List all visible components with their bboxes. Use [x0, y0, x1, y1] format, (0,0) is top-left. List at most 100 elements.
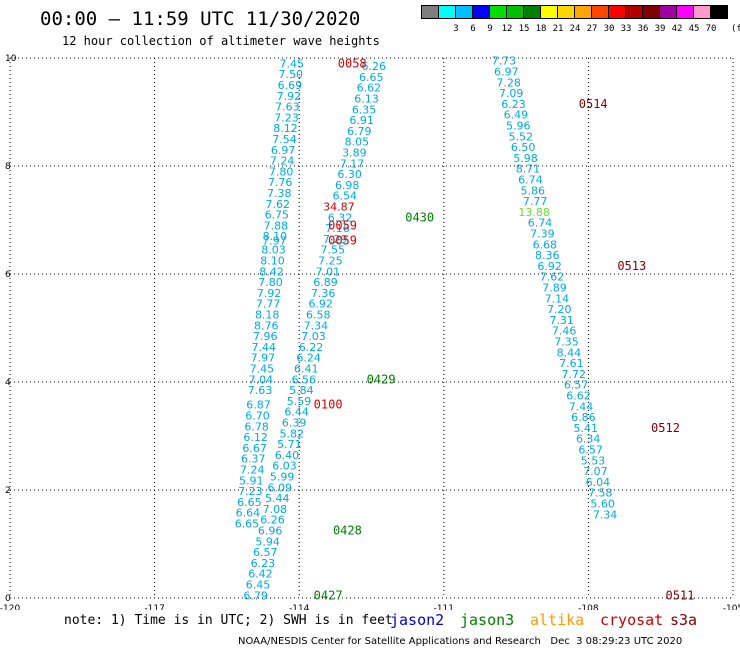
swh-value-label: 7.34	[304, 319, 329, 332]
pass-time-label: 0513	[617, 259, 646, 273]
x-tick-label: -111	[434, 604, 454, 610]
swh-value-label: 3.89	[342, 147, 367, 160]
colorbar-label: 39	[654, 24, 666, 34]
colorbar-label: 70	[705, 24, 717, 34]
swh-value-label: 5.52	[508, 130, 533, 143]
swh-value-label: 6.03	[272, 460, 297, 473]
swh-value-label: 7.54	[272, 133, 297, 146]
pass-time-label: 0428	[333, 524, 362, 538]
swh-value-label: 6.91	[349, 114, 374, 127]
swh-value-label: 7.96	[253, 330, 278, 343]
swh-value-label: 6.97	[271, 144, 296, 157]
swh-value-label: 7.31	[549, 314, 574, 327]
satellite-cryosat: cryosat	[600, 611, 664, 629]
swh-value-label: 6.78	[244, 420, 269, 433]
swh-value-label: 7.09	[499, 87, 524, 100]
y-tick-label: 4	[5, 378, 11, 388]
swh-value-label: 7.58	[588, 487, 613, 500]
colorbar-label: 33	[620, 24, 632, 34]
swh-value-label: 7.38	[267, 187, 292, 200]
swh-value-label: 7.35	[554, 336, 579, 349]
swh-value-label: 5.96	[506, 120, 531, 133]
swh-value-label: 6.65	[359, 71, 384, 84]
swh-value-label: 7.07	[583, 465, 608, 478]
swh-value-label: 5.71	[277, 438, 302, 451]
swh-value-label: 6.79	[243, 589, 268, 602]
swh-value-label: 7.03	[301, 330, 326, 343]
swh-value-label: 6.92	[537, 260, 562, 273]
satellite-altika: altika	[530, 611, 585, 629]
pass-time-label: 0100	[314, 398, 343, 412]
swh-value-label: 5.84	[289, 384, 314, 397]
swh-value-label: 7.63	[248, 384, 273, 397]
swh-value-label: 13.88	[518, 206, 550, 219]
swh-value-label: 5.41	[574, 422, 599, 435]
x-tick-label: -117	[144, 604, 164, 610]
wave-height-plot: -120-117-114-111-108-10502468107.457.506…	[0, 54, 740, 610]
swh-value-label: 7.97	[262, 235, 287, 248]
swh-value-label: 6.41	[294, 363, 319, 376]
swh-value-label: 6.97	[494, 66, 519, 79]
swh-value-label: 6.65	[237, 496, 262, 509]
colorbar-label: 18	[535, 24, 547, 34]
swh-value-label: 7.24	[240, 463, 265, 476]
swh-value-label: 6.26	[361, 60, 386, 73]
swh-value-label: 7.36	[311, 287, 336, 300]
swh-value-label: 6.65	[235, 517, 260, 530]
swh-value-label: 8.12	[273, 122, 298, 135]
swh-value-label: 7.01	[316, 265, 341, 278]
swh-value-label: 8.71	[516, 163, 541, 176]
swh-value-label: 7.50	[279, 68, 304, 81]
x-tick-label: -114	[289, 604, 310, 610]
colorbar-label: 15	[518, 24, 530, 34]
swh-value-label: 7.29	[323, 233, 348, 246]
swh-value-label: 6.45	[246, 579, 271, 592]
swh-value-label: 6.56	[292, 373, 317, 386]
colorbar-unit: (ft)	[731, 24, 740, 34]
swh-value-label: 8.42	[259, 265, 284, 278]
swh-value-label: 6.57	[253, 546, 278, 559]
swh-value-label: 8.03	[261, 244, 286, 257]
swh-value-label: 6.57	[564, 379, 589, 392]
swh-value-label: 7.08	[263, 503, 288, 516]
swh-value-label: 7.62	[540, 271, 565, 284]
swh-value-label: 5.98	[513, 152, 538, 165]
swh-value-label: 5.99	[270, 471, 295, 484]
swh-value-label: 6.58	[306, 309, 331, 322]
satellite-jason2: jason2	[390, 611, 445, 629]
swh-value-label: 7.44	[252, 341, 277, 354]
swh-value-label: 6.62	[357, 82, 382, 95]
swh-value-label: 6.98	[335, 179, 360, 192]
swh-value-label: 5.44	[265, 492, 290, 505]
colorbar-label: 45	[688, 24, 700, 34]
swh-value-label: 7.45	[250, 363, 275, 376]
swh-value-label: 6.50	[511, 141, 536, 154]
swh-value-label: 6.32	[328, 211, 353, 224]
swh-value-label: 5.94	[255, 535, 280, 548]
pass-time-label: 0429	[367, 372, 396, 386]
swh-value-label: 7.76	[268, 176, 293, 189]
swh-value-label: 7.63	[275, 101, 300, 114]
swh-value-label: 6.74	[528, 217, 553, 230]
swh-value-label: 6.12	[243, 431, 268, 444]
swh-value-label: 7.62	[266, 198, 291, 211]
swh-value-label: 7.89	[542, 282, 567, 295]
swh-value-label: 7.77	[256, 298, 281, 311]
swh-value-label: 7.46	[552, 325, 577, 338]
swh-value-label: 6.89	[313, 276, 338, 289]
colorbar-label: 21	[552, 24, 564, 34]
swh-value-label: 6.64	[236, 507, 261, 520]
pass-time-label: 0430	[405, 210, 434, 224]
swh-value-label: 5.91	[239, 474, 264, 487]
swh-value-label: 7.39	[530, 228, 555, 241]
colorbar-swatch	[710, 5, 728, 19]
swh-value-label: 8.76	[254, 319, 279, 332]
x-tick-label: -120	[0, 604, 20, 610]
swh-value-label: 6.92	[308, 298, 333, 311]
y-tick-label: 10	[5, 54, 17, 64]
swh-value-label: 8.44	[557, 346, 582, 359]
swh-value-label: 6.44	[284, 406, 309, 419]
colorbar-label: 36	[637, 24, 649, 34]
swh-value-label: 6.69	[278, 79, 303, 92]
colorbar-label: 3	[453, 24, 459, 34]
